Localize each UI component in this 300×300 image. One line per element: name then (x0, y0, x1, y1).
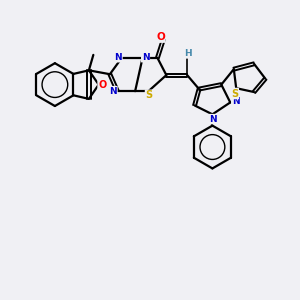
Text: S: S (231, 88, 238, 98)
Text: N: N (109, 87, 117, 96)
Text: S: S (146, 90, 153, 100)
Text: O: O (156, 32, 165, 42)
Text: H: H (184, 49, 192, 58)
Text: O: O (98, 80, 106, 90)
Text: N: N (142, 53, 149, 62)
Text: N: N (209, 115, 217, 124)
Text: N: N (232, 98, 239, 106)
Text: N: N (114, 53, 122, 62)
